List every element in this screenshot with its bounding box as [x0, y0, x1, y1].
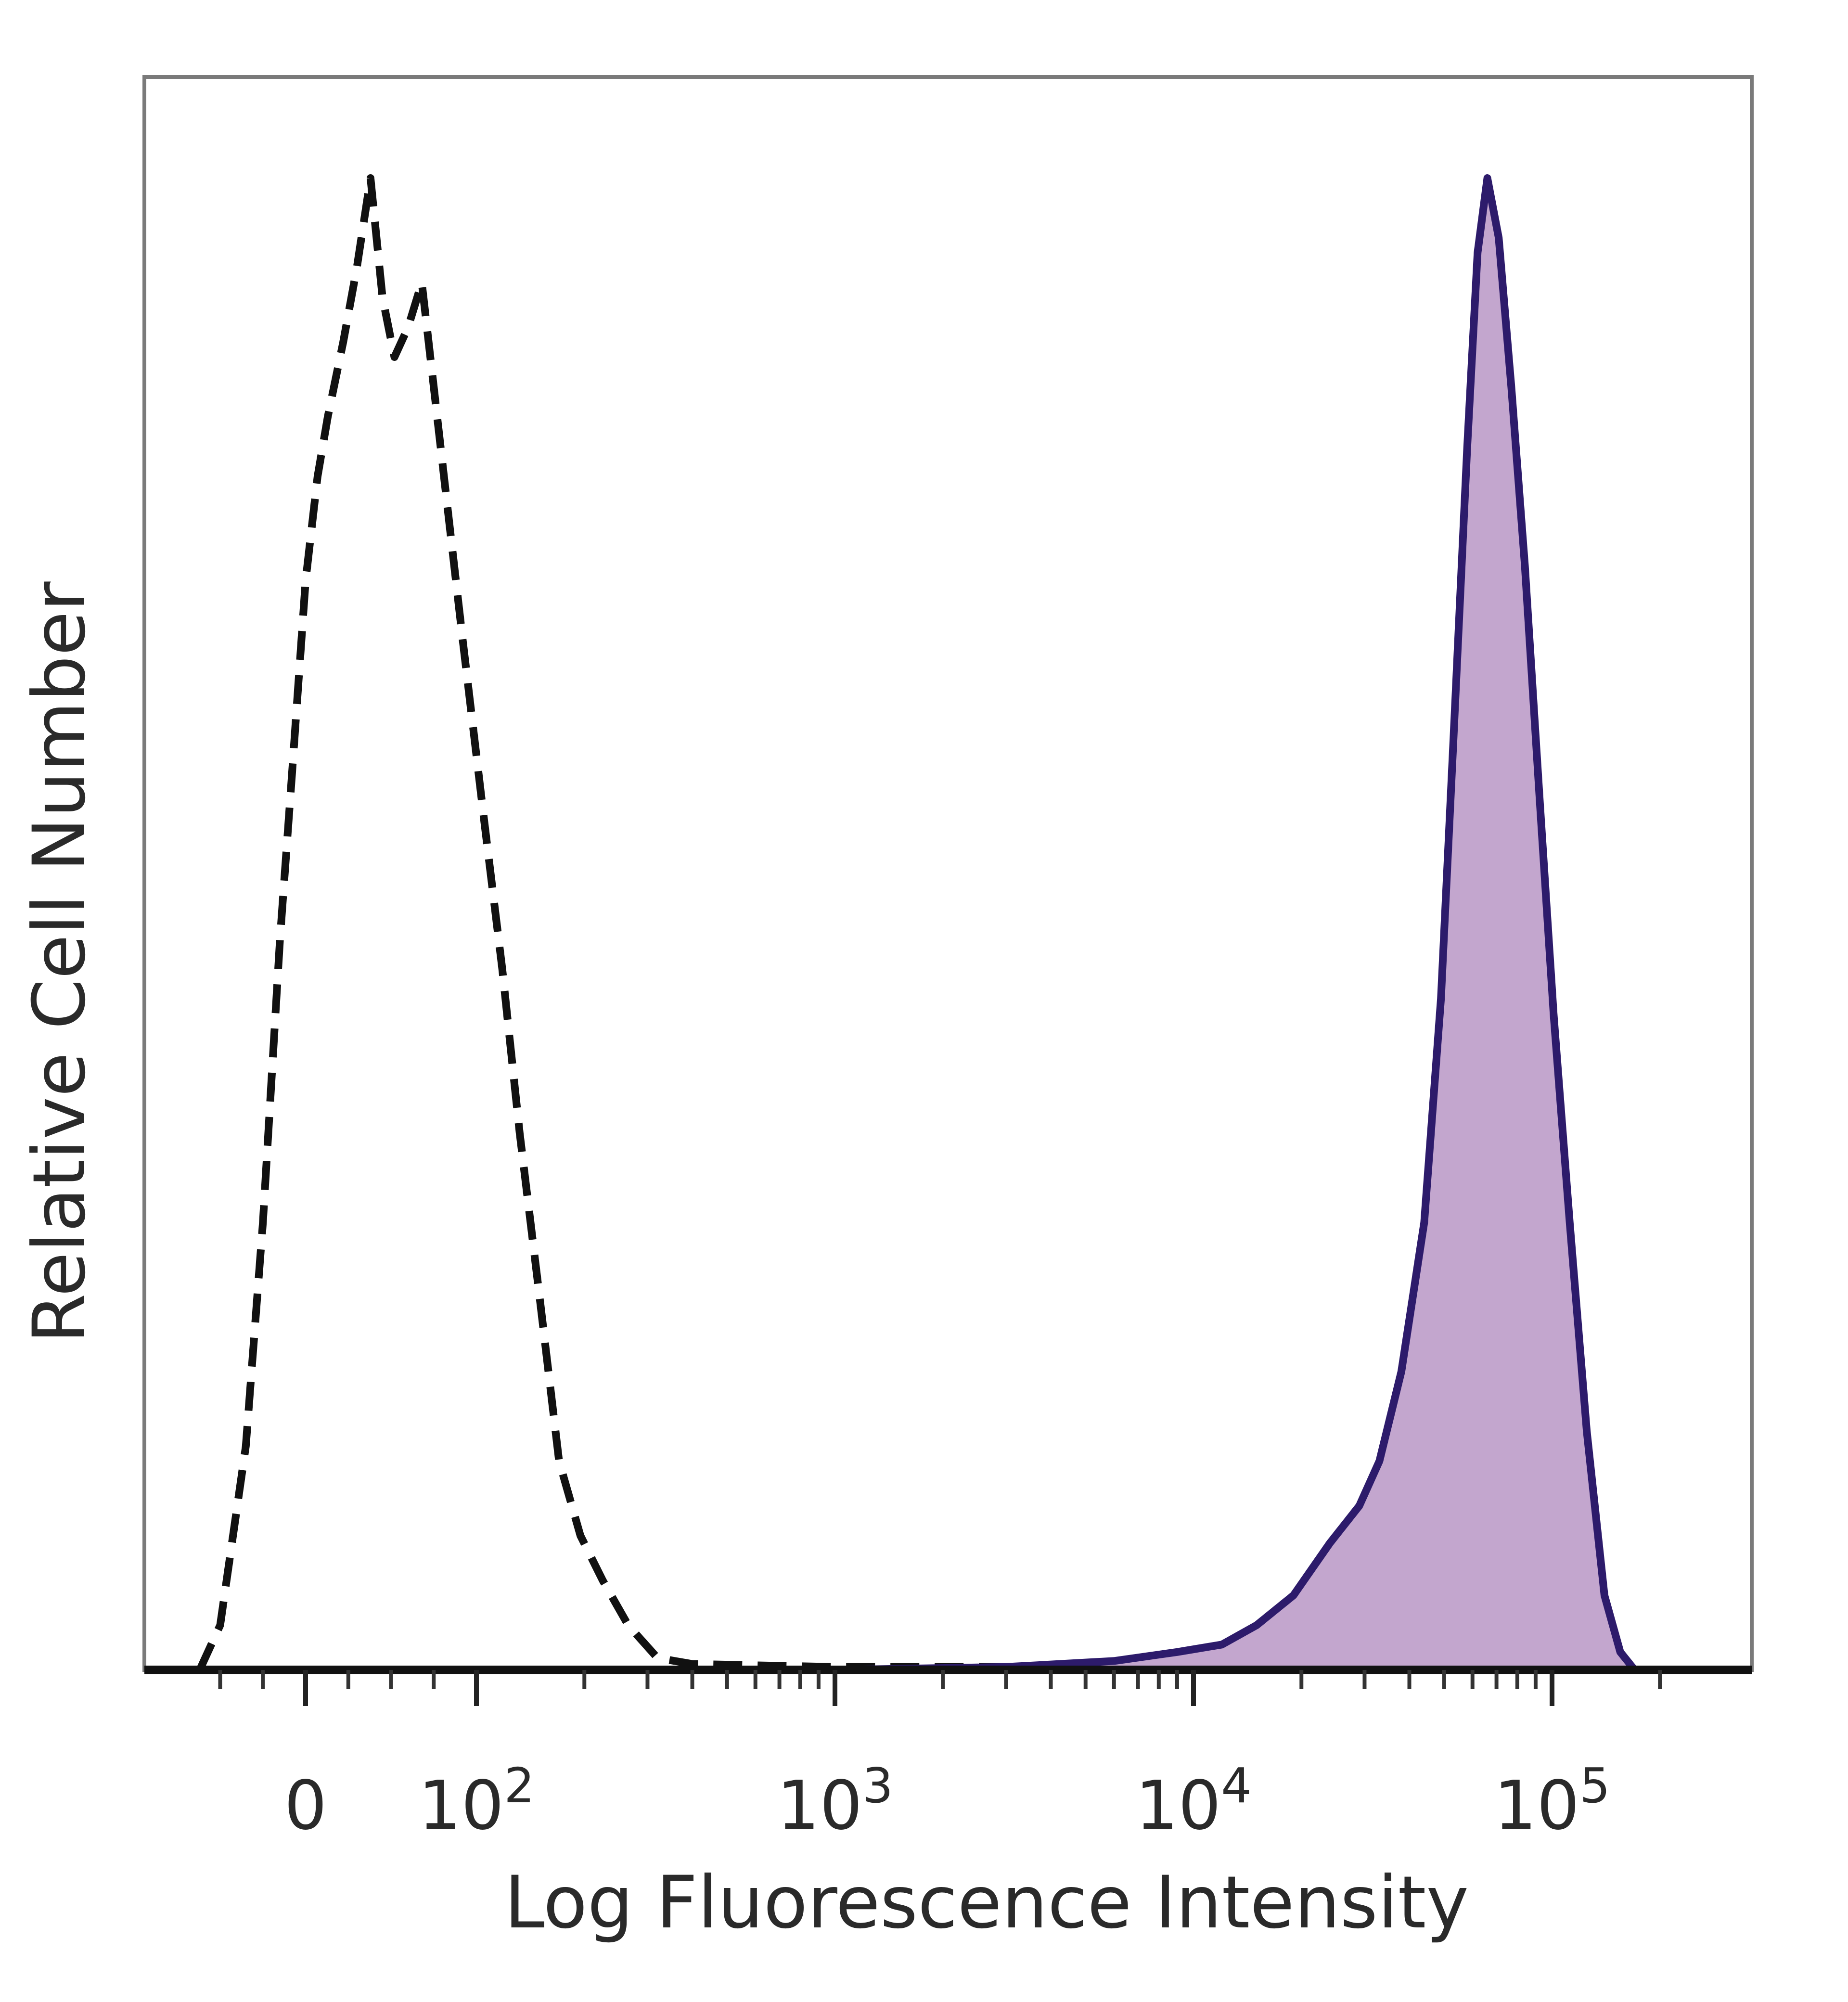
x-tick-label-2: 103: [777, 1758, 893, 1845]
series-1-area: [169, 178, 1635, 1670]
x-axis-title: Log Fluorescence Intensity: [504, 1861, 1469, 1945]
series-0-line: [196, 174, 1660, 1674]
series-1-line: [165, 174, 1639, 1674]
axes: 0 102 103 104 105: [142, 75, 1754, 1845]
y-axis-title: Relative Cell Number: [18, 581, 102, 1344]
plot-area: [165, 174, 1660, 1674]
x-tick-label-1: 102: [418, 1758, 535, 1845]
axis-labels: Log Fluorescence Intensity Relative Cell…: [18, 581, 1469, 1945]
x-tick-label-0: 0: [284, 1767, 327, 1845]
x-tick-label-3: 104: [1135, 1758, 1252, 1845]
x-tick-label-4: 105: [1494, 1758, 1610, 1845]
